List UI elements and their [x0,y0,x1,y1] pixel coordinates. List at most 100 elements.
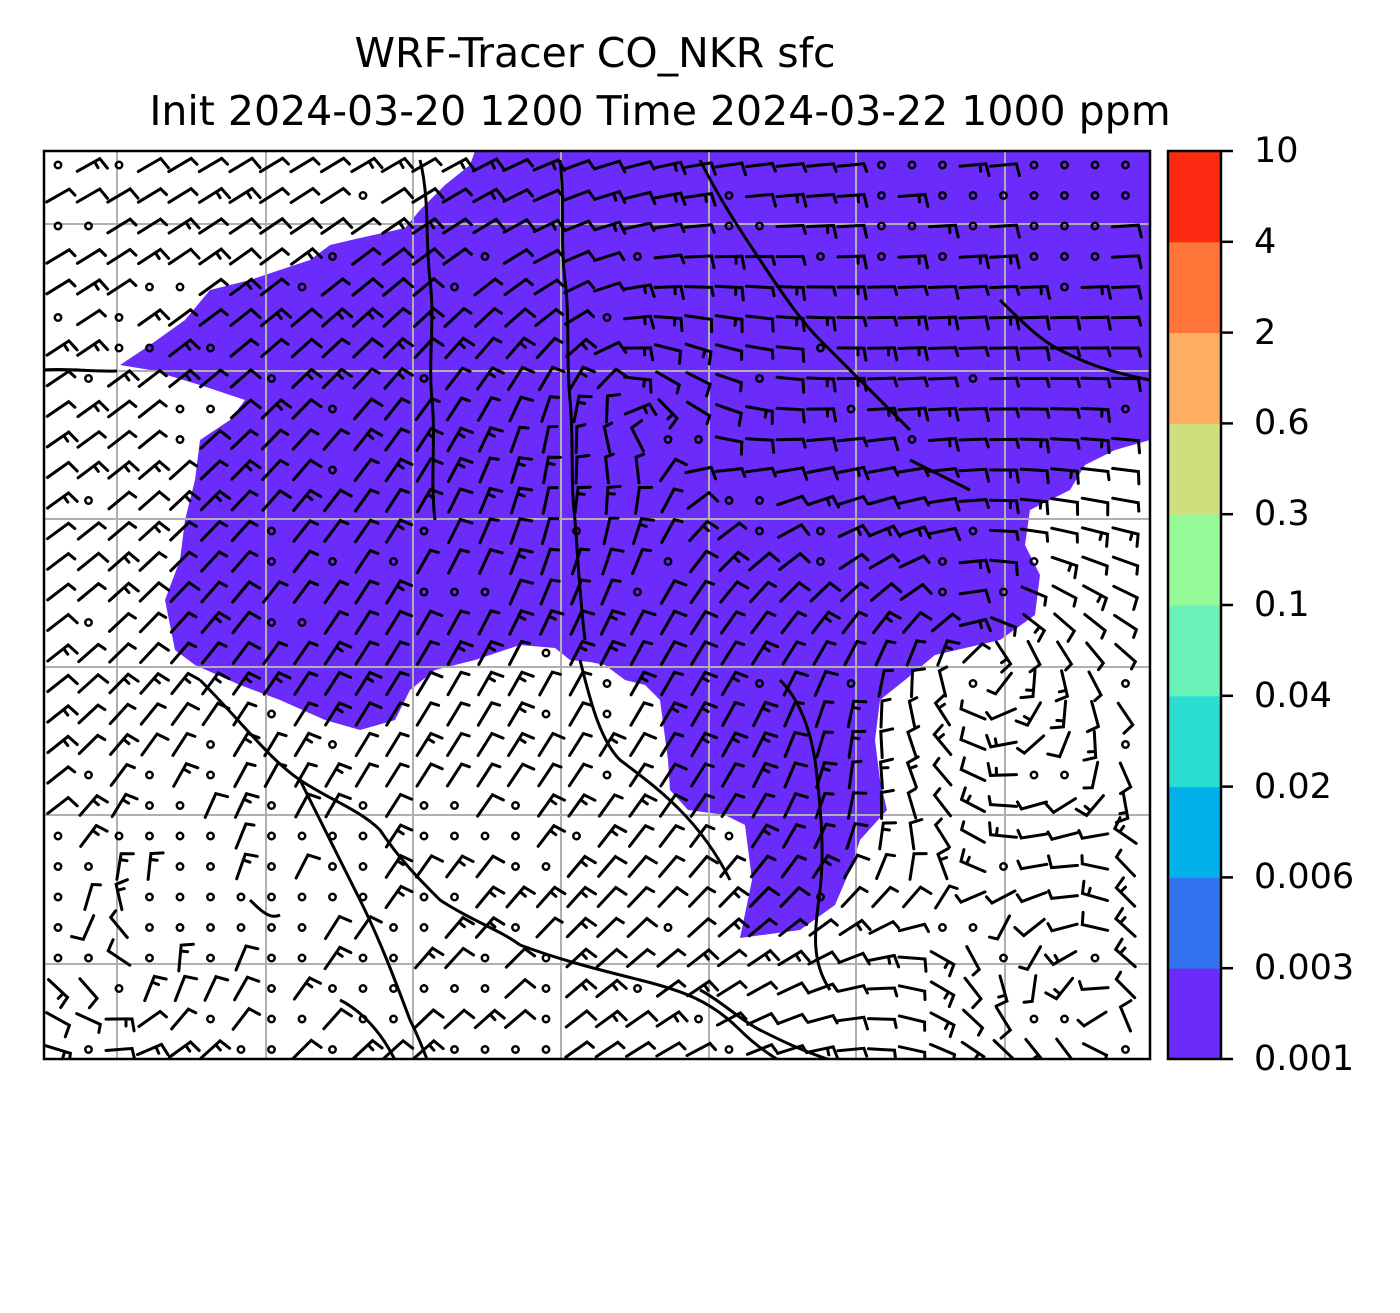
calm-wind-circle [511,1045,520,1054]
wind-barb [629,701,654,727]
wind-barb [898,525,932,540]
wind-barb [836,1015,869,1031]
wind-barb [867,465,900,477]
wind-barb [385,609,414,636]
calm-wind-circle [816,557,825,566]
wind-barb [538,670,562,697]
wind-barb [230,458,262,481]
wind-barb [686,948,720,968]
calm-wind-circle [480,1045,490,1054]
wind-barb [721,762,745,788]
wind-barb [874,639,897,667]
calm-wind-circle [1029,221,1039,231]
wind-barb [684,191,717,207]
wind-barb [1056,640,1074,672]
wind-barb [660,487,684,514]
calm-wind-circle [114,160,124,170]
calm-wind-circle [175,282,185,292]
wind-barb [416,609,444,636]
wind-barb [1074,794,1105,818]
calm-wind-circle [1029,191,1039,200]
wind-barb [628,823,655,848]
calm-wind-circle [938,923,947,932]
wind-barb [291,397,323,420]
wind-barb [928,315,960,331]
wind-barb [537,792,566,818]
calm-wind-circle [968,221,978,231]
wind-barb [1111,284,1143,300]
calm-wind-circle [1060,221,1069,231]
calm-wind-circle [1060,160,1069,170]
wind-barb [782,792,809,819]
wind-barb [76,520,107,541]
wind-barb [721,700,745,727]
wind-barb [414,946,445,970]
wind-barb [685,400,712,426]
wind-barb [897,376,929,388]
wind-barb [199,368,229,389]
wind-barb [629,419,645,453]
wind-barb [867,436,900,452]
wind-barb [1116,701,1135,735]
calm-wind-circle [663,435,673,444]
wind-barb [867,406,899,422]
wind-barb [597,823,628,848]
wind-barb [533,248,565,265]
wind-barb [475,854,506,879]
calm-wind-circle [175,404,185,414]
wind-barb [1019,497,1050,516]
wind-barb [653,191,687,206]
calm-wind-circle [1060,1014,1069,1024]
calm-wind-circle [907,435,917,444]
wind-barb [107,550,140,572]
wind-barb [1050,315,1082,331]
wind-barb [200,519,229,542]
wind-barb [415,731,444,757]
wind-barb [847,759,863,790]
wind-barb [1076,1010,1108,1028]
wind-barb [806,1045,840,1059]
wind-barb [107,399,138,419]
wind-barb [259,246,290,266]
wind-barb [1112,584,1140,611]
calm-wind-circle [724,831,734,841]
wind-barb [599,609,626,636]
wind-barb [234,822,256,850]
wind-barb [837,494,870,506]
calm-wind-circle [968,679,978,688]
wind-barb [228,186,262,204]
wind-barb [720,792,746,818]
wind-barb [748,885,781,908]
wind-barb [776,494,809,507]
wind-barb [747,948,781,967]
wind-barb [108,702,137,726]
wind-barb [472,187,506,204]
wind-barb [836,315,868,328]
wind-barb [504,977,537,999]
wind-barb [382,1038,415,1059]
wind-barb [138,489,171,511]
wind-barb [776,1043,809,1055]
wind-barb [168,459,198,481]
wind-barb [76,308,107,327]
wind-barb [989,616,1018,637]
wind-barb [537,731,566,757]
wind-barb [477,395,501,422]
wind-barb [200,550,229,573]
wind-barb [385,762,410,788]
calm-wind-circle [1121,191,1130,200]
calm-wind-circle [389,984,398,993]
wind-barb [171,731,197,757]
calm-wind-circle [84,618,93,627]
wind-barb [45,338,79,357]
wind-barb [229,277,262,297]
wind-barb [656,978,687,998]
wind-barb [806,494,840,509]
wind-barb [836,346,868,362]
wind-barb [198,307,229,327]
wind-barb [46,582,77,602]
wind-barb [70,914,96,942]
wind-barb [200,580,228,604]
wind-barb [688,519,719,543]
wind-barb [928,526,962,542]
